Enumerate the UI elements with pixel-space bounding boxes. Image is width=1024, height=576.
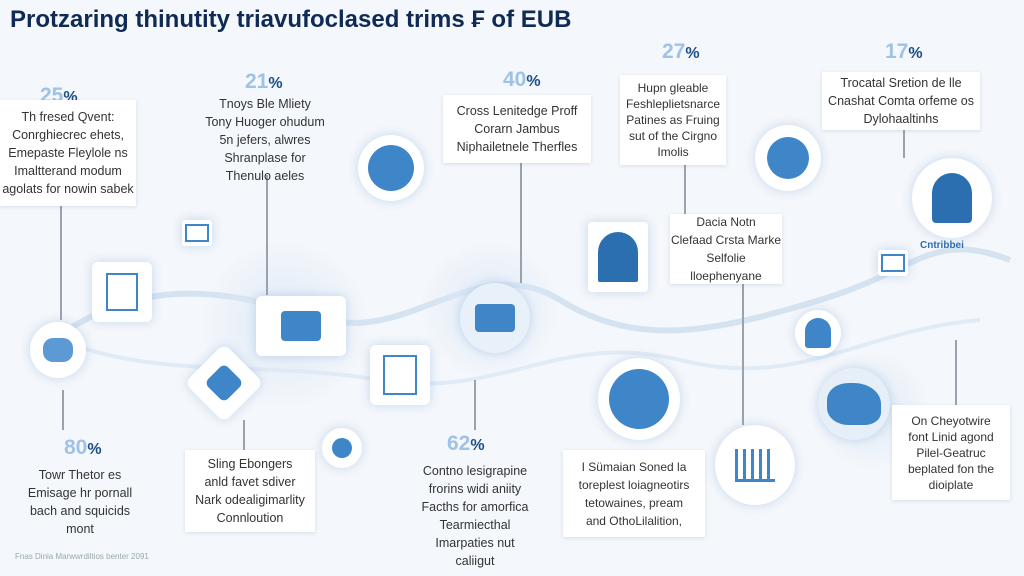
card-line: Towr Thetor es [38, 468, 122, 482]
card-line: Imaltterand modum [14, 164, 122, 178]
stat-percent: 80% [64, 436, 102, 459]
card-line: Thenulo aeles [225, 169, 305, 183]
stat-percent: 40% [503, 68, 541, 91]
businessman-icon [588, 222, 648, 292]
card-line: 5n jefers, alwres [219, 133, 311, 147]
card-line: Imolis [657, 145, 689, 159]
document-icon [598, 358, 680, 440]
card-line: and OthoLilalition, [585, 513, 683, 528]
info-card: On Cheyotwire font Linid agond Pilel-Geatr… [892, 405, 1010, 500]
card-line: Th fresed Qvent: [21, 110, 115, 124]
connector-line [520, 163, 522, 283]
connector-line [742, 283, 744, 425]
card-line: Selfolie lloephenyane [690, 251, 762, 283]
map-icon [818, 368, 890, 440]
card-line: Clefaad Crsta Marke [670, 233, 782, 247]
stat-percent: 17% [885, 40, 923, 63]
page-title: Protzaring thinutity triavufoclased trim… [10, 6, 572, 33]
card-line: Pilel-Geatruc [916, 445, 986, 460]
card-line: Cross Lenitedge Proff [456, 104, 578, 118]
info-card: I Sümaian Soned la toreplest loiagneotirs… [563, 450, 705, 537]
card-line: Tnoys Ble Mliety [219, 97, 311, 111]
info-text: Tnoys Ble Mliety Tony Huoger ohudum 5n jef… [190, 95, 340, 185]
card-line: Conrghiecrec ehets, [12, 128, 124, 142]
card-line: Tony Huoger ohudum [205, 115, 325, 129]
stat-percent: 21% [245, 70, 283, 93]
chat-icon [30, 322, 86, 378]
card-line: Tearmiecthal [439, 518, 511, 532]
connector-line [266, 175, 268, 295]
laptop-icon [460, 283, 530, 353]
window-icon [182, 220, 212, 246]
card-line: Corarn Jambus [474, 122, 560, 136]
badge-label: Cntribbei [920, 240, 964, 251]
card-line: Imarpaties nut [435, 536, 515, 550]
connector-line [62, 390, 64, 430]
card-line: Patines as Fruing [626, 113, 720, 127]
connector-line [60, 205, 62, 320]
card-line: Dacia Notn [696, 215, 756, 229]
card-line: frorins widi aniity [428, 482, 522, 496]
connector-line [903, 130, 905, 158]
info-card: Trocatal Sretion de lle Cnashat Comta orf… [822, 72, 980, 130]
card-line: Niphailetnele Therfles [456, 140, 578, 154]
laptop-icon [256, 296, 346, 356]
info-card: Cross Lenitedge Proff Corarn Jambus Niphai… [443, 95, 591, 163]
card-line: font Linid agond [908, 429, 994, 444]
info-text: Towr Thetor es Emisage hr pornall bach and… [15, 466, 145, 538]
card-line: dioiplate [928, 477, 974, 492]
window-icon [878, 250, 908, 276]
card-line: Emisage hr pornall [27, 486, 133, 500]
stat-percent: 62% [447, 432, 485, 455]
card-line: agolats for nowin sabek [2, 182, 134, 196]
card-line: Contno lesigrapine [422, 464, 528, 478]
card-line: Cnashat Comta orfeme os [828, 94, 974, 108]
card-line: Sling Ebongers [207, 457, 293, 471]
connector-line [243, 420, 245, 450]
card-line: anld favet sdiver [204, 475, 296, 489]
card-line: Nark odealigimarlity [195, 493, 305, 507]
info-card: Hupn gleable Feshleplietsnarce Patines as … [620, 75, 726, 165]
connector-line [684, 165, 686, 215]
card-line: Trocatal Sretion de lle [840, 76, 962, 90]
card-line: Shranplase for [224, 151, 306, 165]
info-card: Sling Ebongers anld favet sdiver Nark odea… [185, 450, 315, 532]
document-icon [370, 345, 430, 405]
card-line: Emepaste Fleylole ns [8, 146, 128, 160]
bar-chart-icon [715, 425, 795, 505]
connector-line [474, 380, 476, 430]
stat-percent: 27% [662, 40, 700, 63]
card-line: bach and squicids [29, 504, 131, 518]
card-line: I Sümaian Soned la [581, 459, 687, 474]
globe-icon [755, 125, 821, 191]
eye-icon [358, 135, 424, 201]
card-line: Facths for amorfica [421, 500, 529, 514]
card-line: On Cheyotwire [911, 413, 991, 428]
card-line: Connloution [216, 511, 284, 525]
info-text: Contno lesigrapine frorins widi aniity Fac… [405, 462, 545, 570]
card-line: Feshleplietsnarce [625, 97, 721, 111]
card-line: beplated fon the [907, 461, 995, 476]
info-card: Dacia Notn Clefaad Crsta Marke Selfolie ll… [670, 214, 782, 284]
alert-icon [322, 428, 362, 468]
card-line: Dylohaaltinhs [863, 112, 939, 126]
card-line: Hupn gleable [637, 81, 709, 95]
card-line: toreplest loiagneotirs [578, 477, 690, 492]
person-avatar-icon [912, 158, 992, 238]
info-card: Th fresed Qvent: Conrghiecrec ehets, Emepa… [0, 100, 136, 206]
footer-source: Fnas Dinia Marwwrdiltios benter 2091 [15, 552, 149, 561]
card-line: caliigut [455, 554, 495, 568]
document-icon [92, 262, 152, 322]
card-line: mont [66, 522, 94, 536]
person-icon [795, 310, 841, 356]
card-line: tetowaines, pream [584, 495, 684, 510]
connector-line [955, 340, 957, 405]
card-line: sut of the Cirgno [628, 129, 718, 143]
